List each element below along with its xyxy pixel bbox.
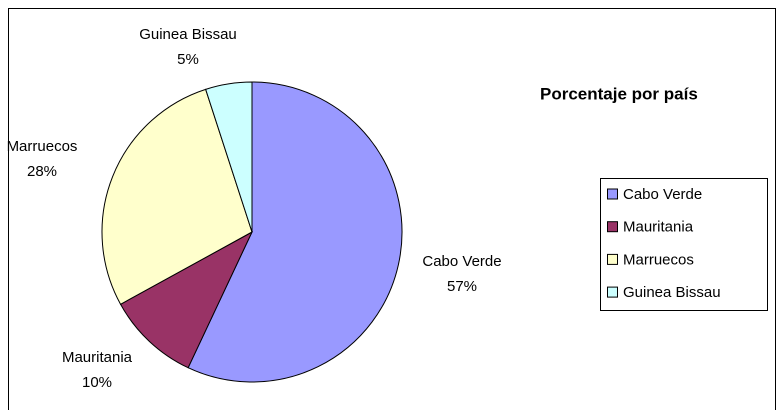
slice-value-label: 57%: [447, 278, 477, 295]
pie-slice: [101, 88, 253, 305]
legend-label: Mauritania: [623, 219, 694, 236]
pie-slice: [187, 81, 403, 383]
legend-label: Marruecos: [623, 251, 694, 268]
slice-label: Cabo Verde: [422, 253, 501, 270]
slice-label: Mauritania: [62, 349, 133, 366]
legend-box: [600, 178, 768, 311]
legend-label: Cabo Verde: [623, 186, 702, 203]
slice-value-label: 5%: [177, 51, 199, 68]
pie-slice: [205, 81, 253, 233]
legend-swatch: [607, 286, 618, 298]
legend-label: Guinea Bissau: [623, 284, 721, 301]
pie-slice: [119, 230, 254, 369]
chart-title: Porcentaje por país: [540, 84, 698, 103]
legend-swatch: [607, 188, 618, 200]
legend-swatch: [607, 253, 618, 265]
slice-label: Marruecos: [7, 138, 78, 155]
slice-value-label: 28%: [27, 163, 57, 180]
slice-label: Guinea Bissau: [139, 26, 237, 43]
legend-swatch: [607, 221, 618, 233]
slice-value-label: 10%: [82, 374, 112, 391]
